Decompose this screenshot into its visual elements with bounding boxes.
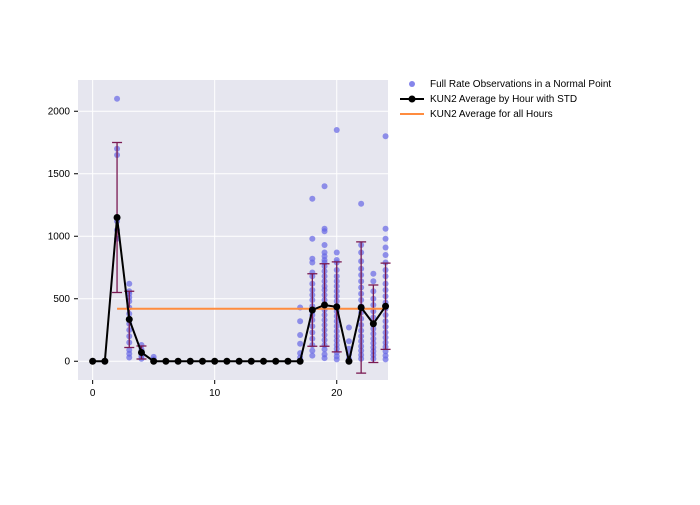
avg-by-hour-marker	[138, 349, 145, 356]
avg-by-hour-marker	[321, 302, 328, 309]
legend-label: Full Rate Observations in a Normal Point	[430, 79, 611, 90]
scatter-point	[334, 356, 340, 362]
scatter-point	[334, 127, 340, 133]
avg-by-hour-marker	[309, 307, 316, 314]
chart-svg: 0 10 20 0 500 1000 1500 2000 Full Rate Observati…	[0, 0, 700, 500]
scatter-point	[383, 133, 389, 139]
scatter-point	[383, 252, 389, 258]
avg-by-hour-marker	[101, 358, 108, 365]
scatter-point	[297, 318, 303, 324]
scatter-point	[322, 355, 328, 361]
avg-by-hour-marker	[248, 358, 255, 365]
x-tick-label: 0	[90, 388, 96, 399]
x-tick-label: 20	[331, 388, 343, 399]
scatter-point	[383, 356, 389, 362]
avg-by-hour-marker	[126, 316, 133, 323]
scatter-point	[346, 338, 352, 344]
avg-by-hour-marker	[150, 358, 157, 365]
avg-by-hour-marker	[272, 358, 279, 365]
avg-by-hour-marker	[260, 358, 267, 365]
avg-by-hour-marker	[175, 358, 182, 365]
avg-by-hour-marker	[223, 358, 230, 365]
scatter-point	[297, 332, 303, 338]
scatter-point	[322, 228, 328, 234]
avg-by-hour-marker	[199, 358, 206, 365]
scatter-point	[126, 281, 132, 287]
x-tick-label: 10	[209, 388, 221, 399]
scatter-point	[126, 355, 132, 361]
avg-by-hour-marker	[382, 303, 389, 310]
scatter-point	[309, 260, 315, 266]
y-tick-label: 0	[64, 356, 70, 367]
scatter-point	[297, 341, 303, 347]
avg-by-hour-marker	[297, 358, 304, 365]
avg-by-hour-marker	[333, 303, 340, 310]
scatter-point	[114, 96, 120, 102]
avg-by-hour-marker	[358, 304, 365, 311]
scatter-point	[322, 242, 328, 248]
y-tick-label: 500	[53, 294, 70, 305]
scatter-point	[383, 226, 389, 232]
scatter-point	[370, 271, 376, 277]
scatter-point	[370, 278, 376, 284]
scatter-point	[309, 236, 315, 242]
avg-by-hour-marker	[162, 358, 169, 365]
avg-by-hour-marker	[211, 358, 218, 365]
legend-label: KUN2 Average by Hour with STD	[430, 94, 577, 105]
scatter-point	[358, 201, 364, 207]
scatter-point	[346, 325, 352, 331]
y-tick-label: 2000	[48, 106, 71, 117]
y-tick-label: 1500	[48, 169, 71, 180]
avg-by-hour-marker	[284, 358, 291, 365]
scatter-point	[309, 353, 315, 359]
avg-by-hour-marker	[370, 320, 377, 327]
avg-by-hour-marker	[187, 358, 194, 365]
scatter-point	[383, 245, 389, 251]
scatter-point	[334, 250, 340, 256]
legend-marker-scatter	[409, 81, 415, 87]
plot-area	[78, 80, 388, 380]
legend-label: KUN2 Average for all Hours	[430, 109, 553, 120]
y-tick-label: 1000	[48, 231, 71, 242]
scatter-point	[322, 183, 328, 189]
chart-container: 0 10 20 0 500 1000 1500 2000 Full Rate Observati…	[0, 0, 700, 500]
scatter-point	[383, 236, 389, 242]
avg-by-hour-marker	[345, 358, 352, 365]
avg-by-hour-marker	[236, 358, 243, 365]
scatter-point	[309, 196, 315, 202]
avg-by-hour-marker	[89, 358, 96, 365]
avg-by-hour-marker	[114, 214, 121, 221]
legend-marker-dot	[409, 96, 416, 103]
